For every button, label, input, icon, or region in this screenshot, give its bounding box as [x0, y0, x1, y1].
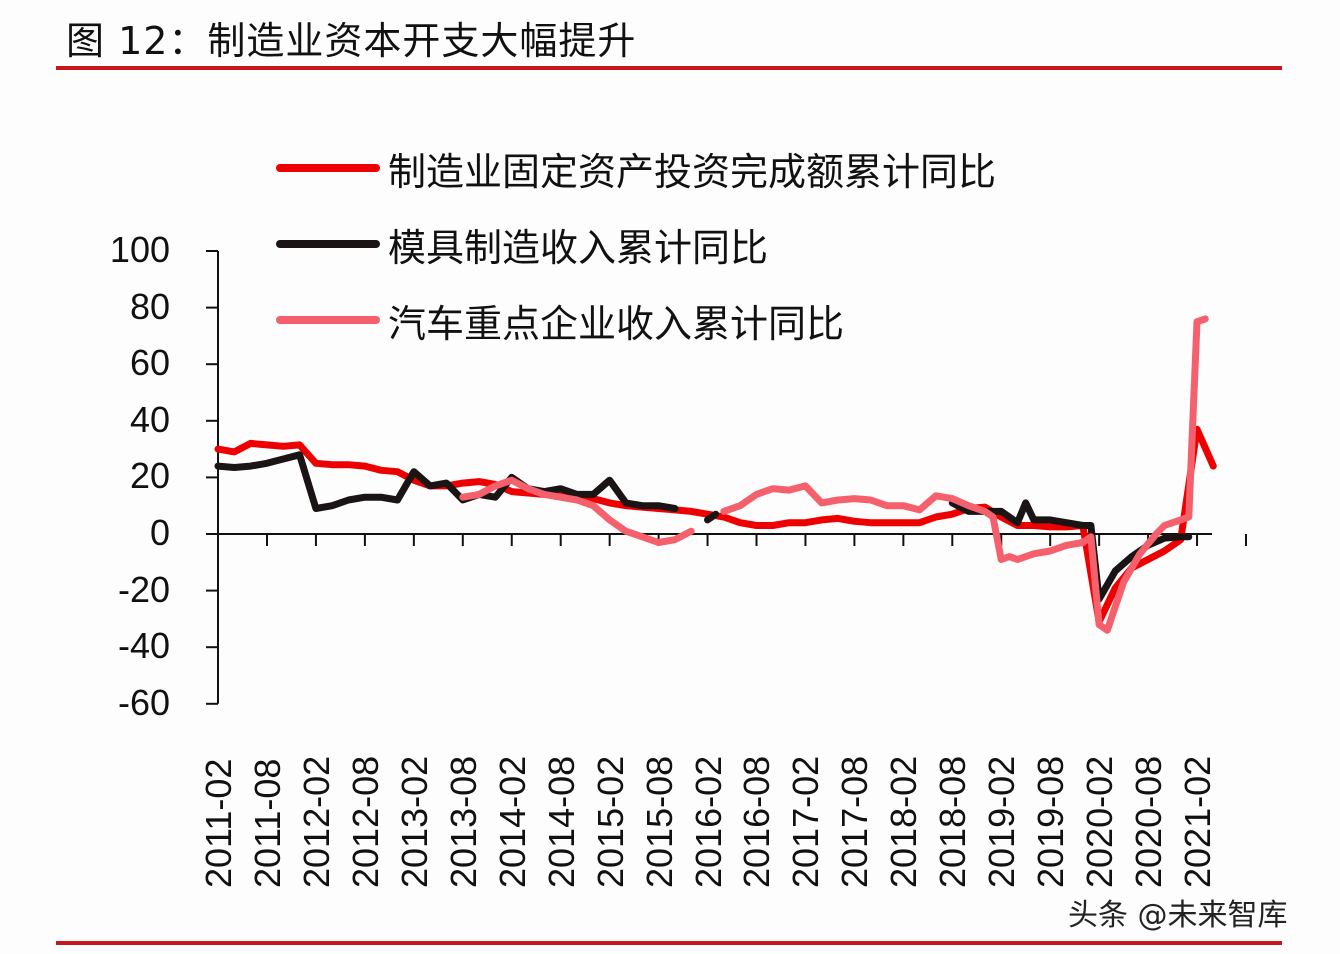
x-tick-label: 2014-08	[540, 755, 582, 888]
legend: 制造业固定资产投资完成额累计同比 模具制造收入累计同比 汽车重点企业收入累计同比	[276, 130, 996, 358]
x-tick-label: 2019-08	[1030, 755, 1072, 888]
x-tick-label: 2020-02	[1079, 755, 1121, 888]
x-tick-label: 2013-08	[442, 755, 484, 888]
y-tick-label: -60	[117, 681, 170, 723]
chart-title: 图 12：制造业资本开支大幅提升	[66, 19, 637, 63]
legend-label: 制造业固定资产投资完成额累计同比	[388, 149, 997, 194]
y-tick-label: 0	[149, 512, 170, 553]
series-line-2	[459, 476, 695, 546]
x-tick-label: 2015-08	[638, 755, 680, 888]
x-tick-label: 2016-08	[736, 755, 778, 888]
y-tick-label: -20	[117, 568, 170, 610]
y-tick-label: 60	[129, 342, 170, 384]
x-tick-label: 2019-02	[981, 755, 1023, 888]
x-tick-label: 2018-08	[932, 755, 974, 888]
x-tick-label: 2014-02	[491, 755, 533, 888]
legend-item-mfg-fai: 制造业固定资产投资完成额累计同比	[276, 130, 996, 206]
y-tick-label: 20	[129, 455, 170, 497]
legend-label: 汽车重点企业收入累计同比	[388, 301, 845, 346]
footer-divider	[56, 941, 1282, 945]
x-tick-label: 2013-02	[393, 755, 435, 888]
legend-item-mold: 模具制造收入累计同比	[276, 206, 996, 282]
legend-item-auto: 汽车重点企业收入累计同比	[276, 282, 996, 358]
x-tick-label: 2012-02	[295, 755, 337, 888]
series-line-1	[214, 451, 679, 512]
legend-swatch-pink-line-icon	[276, 316, 380, 324]
legend-swatch-black-line-icon	[276, 240, 380, 248]
x-tick-label: 2018-02	[883, 755, 925, 888]
series-line-1	[704, 510, 720, 524]
y-tick-label: 40	[129, 398, 170, 440]
series-line-2	[720, 315, 1209, 634]
legend-swatch-red-line-icon	[276, 164, 380, 172]
y-tick-label: -40	[117, 625, 170, 667]
y-tick-label: 100	[109, 229, 170, 270]
x-tick-label: 2020-08	[1128, 755, 1170, 888]
x-tick-label: 2011-08	[246, 758, 288, 888]
x-tick-label: 2016-02	[687, 755, 729, 888]
watermark: 头条 @未来智库	[1068, 898, 1288, 933]
legend-label: 模具制造收入累计同比	[388, 225, 769, 270]
x-tick-label: 2017-08	[834, 755, 876, 888]
x-tick-label: 2021-02	[1177, 755, 1218, 888]
x-tick-label: 2012-08	[344, 755, 386, 888]
title-divider	[56, 66, 1282, 70]
x-tick-label: 2011-02	[198, 758, 239, 888]
y-tick-label: 80	[129, 285, 170, 327]
x-tick-label: 2015-02	[589, 755, 631, 888]
x-tick-label: 2017-02	[785, 755, 827, 888]
